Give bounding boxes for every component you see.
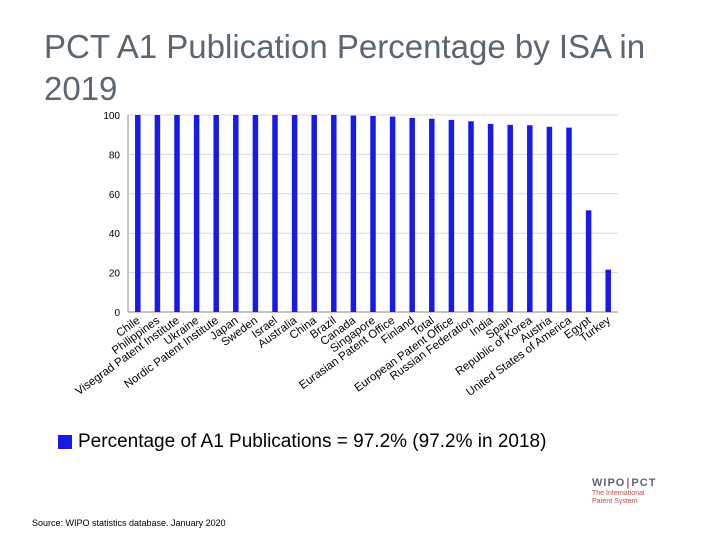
- logo-wipo: WIPO: [592, 477, 626, 489]
- y-tick-label: 0: [114, 308, 120, 319]
- page-title: PCT A1 Publication Percentage by ISA in …: [44, 28, 646, 107]
- bar: [233, 115, 239, 312]
- bar: [291, 115, 298, 312]
- bar: [546, 126, 553, 312]
- legend-swatch: [58, 435, 72, 449]
- logo-separator: |: [626, 477, 631, 489]
- bar: [252, 115, 259, 312]
- bar: [585, 210, 592, 312]
- bar: [311, 115, 317, 312]
- y-tick-label: 40: [109, 229, 121, 240]
- y-tick-label: 100: [103, 111, 120, 122]
- bar: [448, 119, 455, 312]
- source-note: Source: WIPO statistics database. Januar…: [32, 518, 226, 528]
- bar: [527, 125, 533, 312]
- y-tick-labels: 0 20 40 60 80 100: [103, 111, 120, 319]
- logo-tagline-2: Patent System: [592, 498, 638, 505]
- bar: [331, 115, 337, 312]
- bar: [487, 123, 494, 313]
- bar: [272, 115, 278, 312]
- y-tick-label: 80: [109, 150, 121, 161]
- bar: [135, 115, 141, 312]
- bar: [154, 115, 161, 312]
- y-tick-label: 60: [109, 190, 121, 201]
- y-tick-label: 20: [109, 269, 121, 280]
- bar: [429, 118, 435, 312]
- logo-wordmark: WIPO|PCT: [592, 477, 682, 490]
- wipo-pct-logo: WIPO|PCT The International Patent System: [592, 477, 682, 506]
- bar: [193, 115, 200, 312]
- bar: [389, 116, 396, 313]
- bar: [409, 117, 415, 312]
- bar: [605, 269, 611, 312]
- bar: [350, 115, 357, 312]
- bar: [507, 124, 513, 312]
- legend: Percentage of A1 Publications = 97.2% (9…: [58, 430, 546, 454]
- bar: [213, 115, 219, 312]
- bar: [370, 115, 376, 312]
- legend-label: Percentage of A1 Publications = 97.2% (9…: [78, 431, 547, 452]
- bar: [566, 127, 572, 312]
- bar: [174, 115, 180, 312]
- logo-pct: PCT: [631, 477, 657, 489]
- bars: [135, 115, 611, 313]
- bar: [468, 121, 474, 312]
- logo-tagline-1: The International: [592, 490, 645, 497]
